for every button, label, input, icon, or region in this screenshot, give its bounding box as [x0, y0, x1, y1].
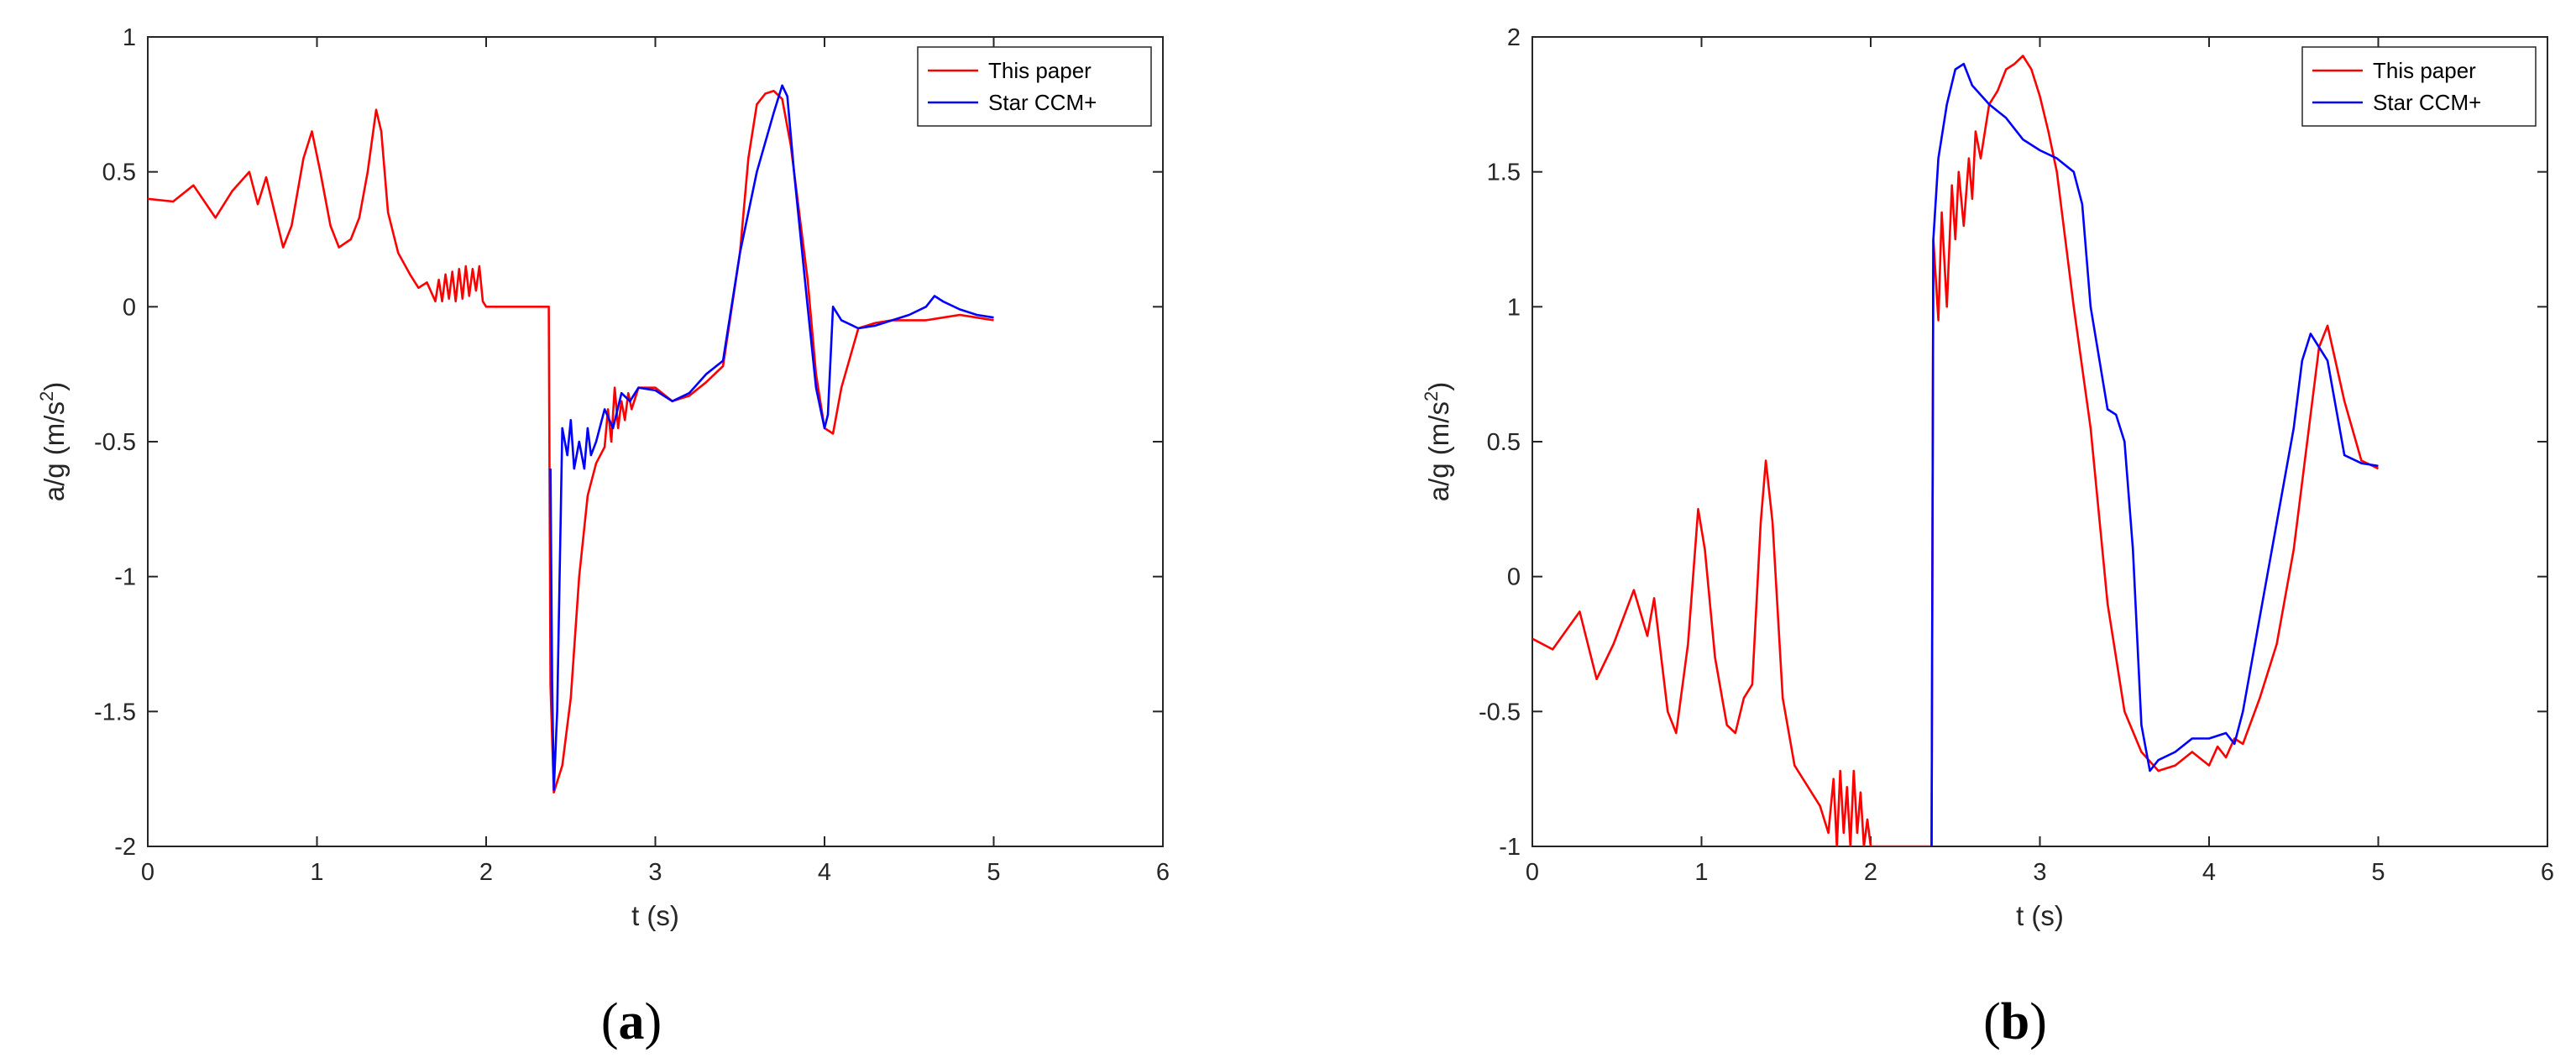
y-tick-label: 1 [123, 24, 136, 51]
legend-label: This paper [2373, 58, 2476, 83]
x-tick-label: 2 [1864, 859, 1877, 886]
x-tick-label: 5 [2371, 859, 2385, 886]
y-tick-label: -1 [114, 564, 136, 591]
y-axis-label: a/g (m/s2) [36, 382, 70, 501]
y-tick-label: -0.5 [94, 429, 136, 456]
panel-caption-open: ( [1983, 993, 2001, 1050]
y-axis-label-close: ) [39, 382, 70, 391]
y-tick-label: 0 [123, 294, 136, 321]
panel-caption-letter: a [619, 993, 645, 1050]
x-tick-label: 3 [648, 859, 662, 886]
y-tick-label: 0 [1507, 564, 1521, 591]
series-line-star_ccm_ [1930, 62, 2379, 846]
y-tick-label: 1 [1507, 294, 1521, 321]
legend-label: Star CCM+ [2373, 90, 2481, 115]
legend-box [917, 46, 1152, 127]
x-tick-label: 0 [1526, 859, 1539, 886]
x-tick-label: 4 [2202, 859, 2216, 886]
panel-caption-letter: b [2001, 993, 2029, 1050]
y-tick-label: 1.5 [1487, 160, 1521, 186]
y-axis-label-superscript: 2 [1421, 391, 1442, 401]
plot-area [147, 36, 1164, 847]
y-axis-label-superscript: 2 [36, 391, 57, 401]
y-tick-label: -0.5 [1479, 699, 1521, 725]
panel-caption-close: ) [645, 993, 662, 1050]
legend-box [2301, 46, 2537, 127]
panel-caption: (b) [1983, 993, 2047, 1050]
x-tick-label: 4 [818, 859, 831, 886]
x-tick-label: 6 [1156, 859, 1170, 886]
y-axis-label: a/g (m/s2) [1421, 382, 1454, 501]
panel-caption-close: ) [2029, 993, 2047, 1050]
legend-label: Star CCM+ [988, 90, 1097, 115]
y-axis-label-text: a/g (m/s [39, 401, 70, 501]
x-axis-label: t (s) [2016, 900, 2064, 931]
x-tick-label: 6 [2541, 859, 2554, 886]
y-tick-label: -2 [114, 834, 136, 861]
x-tick-label: 1 [310, 859, 323, 886]
x-tick-label: 5 [987, 859, 1000, 886]
x-tick-label: 0 [141, 859, 154, 886]
y-tick-label: 0.5 [102, 160, 136, 186]
y-tick-label: 0.5 [1487, 429, 1521, 456]
panel-caption: (a) [601, 993, 662, 1050]
y-tick-label: 2 [1507, 24, 1521, 51]
chart-panel-a: 0 1 2 3 4 5 6-2-1.5-1-0.500.51t (s)a/g (m/s2)T… [36, 24, 1170, 1050]
y-tick-label: -1.5 [94, 699, 136, 725]
y-axis-label-text: a/g (m/s [1423, 401, 1454, 501]
x-tick-label: 2 [479, 859, 493, 886]
legend: This paper Star CCM+ [2301, 46, 2537, 127]
x-axis-label: t (s) [631, 900, 679, 931]
x-tick-label: 1 [1694, 859, 1708, 886]
legend-label: This paper [988, 58, 1092, 83]
legend: This paper Star CCM+ [917, 46, 1152, 127]
panel-caption-open: ( [601, 993, 619, 1050]
plot-area [1531, 36, 2548, 847]
x-tick-label: 3 [2033, 859, 2046, 886]
chart-panel-b: 0 1 2 3 4 5 6-1-0.500.511.52t (s)a/g (m/s2)Thi… [1421, 24, 2554, 1050]
series-line-star_ccm_ [549, 84, 994, 791]
y-tick-label: -1 [1499, 834, 1521, 861]
y-axis-label-close: ) [1423, 382, 1454, 391]
